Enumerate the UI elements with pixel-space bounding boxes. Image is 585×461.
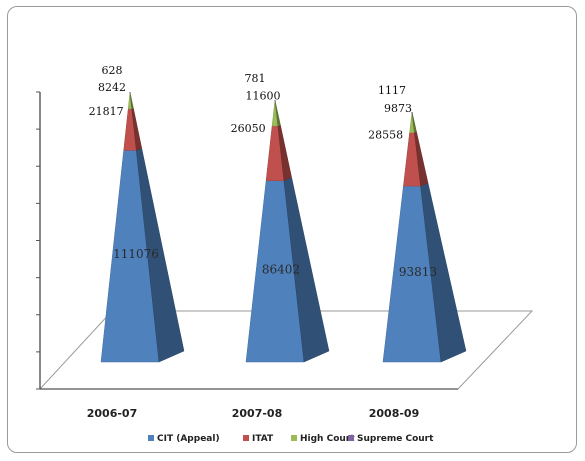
legend: CIT (Appeal) ITAT High Court Supreme Court: [148, 434, 434, 444]
data-label-cit-appeal-2007-08: 86402: [262, 262, 300, 276]
pyramid-2007-08: [245, 99, 330, 363]
legend-label-cit-appeal: CIT (Appeal): [157, 434, 220, 444]
category-label-2006-07: 2006-07: [87, 407, 138, 420]
legend-item-cit-appeal: CIT (Appeal): [148, 434, 220, 444]
data-label-high-court-2006-07: 8242: [98, 81, 126, 94]
data-label-supreme-court-2006-07: 628: [102, 64, 123, 77]
legend-label-supreme-court: Supreme Court: [357, 434, 434, 444]
pyramid-2006-07: [100, 91, 185, 363]
plot-area: [100, 91, 467, 363]
legend-swatch-cit-appeal: [148, 435, 154, 441]
data-label-supreme-court-2007-08: 781: [245, 72, 266, 85]
supreme-court-segment-2008-09-side: [411, 111, 413, 115]
pyramid-2008-09: [382, 111, 467, 363]
data-label-itat-2006-07: 21817: [89, 105, 124, 118]
category-label-2008-09: 2008-09: [369, 407, 420, 420]
data-labels: 111076 21817 8242 628 86402 26050 11600 781 9381…: [89, 64, 437, 279]
data-label-supreme-court-2008-09: 1117: [378, 84, 406, 97]
legend-label-itat: ITAT: [252, 434, 274, 444]
data-label-itat-2007-08: 26050: [231, 122, 266, 135]
legend-item-supreme-court: Supreme Court: [348, 434, 434, 444]
legend-swatch-itat: [243, 435, 249, 441]
legend-swatch-supreme-court: [348, 435, 354, 441]
category-label-2007-08: 2007-08: [232, 407, 283, 420]
legend-item-itat: ITAT: [243, 434, 274, 444]
data-label-cit-appeal-2008-09: 93813: [399, 265, 437, 279]
data-label-high-court-2008-09: 9873: [384, 102, 412, 115]
data-label-high-court-2007-08: 11600: [246, 90, 281, 103]
legend-swatch-high-court: [291, 435, 297, 441]
legend-label-high-court: High Court: [300, 434, 355, 444]
legend-item-high-court: High Court: [291, 434, 355, 444]
data-label-itat-2008-09: 28558: [368, 129, 403, 142]
data-label-cit-appeal-2006-07: 111076: [113, 247, 159, 261]
category-axis: 2006-07 2007-08 2008-09: [87, 407, 420, 420]
value-axis: [36, 91, 458, 390]
